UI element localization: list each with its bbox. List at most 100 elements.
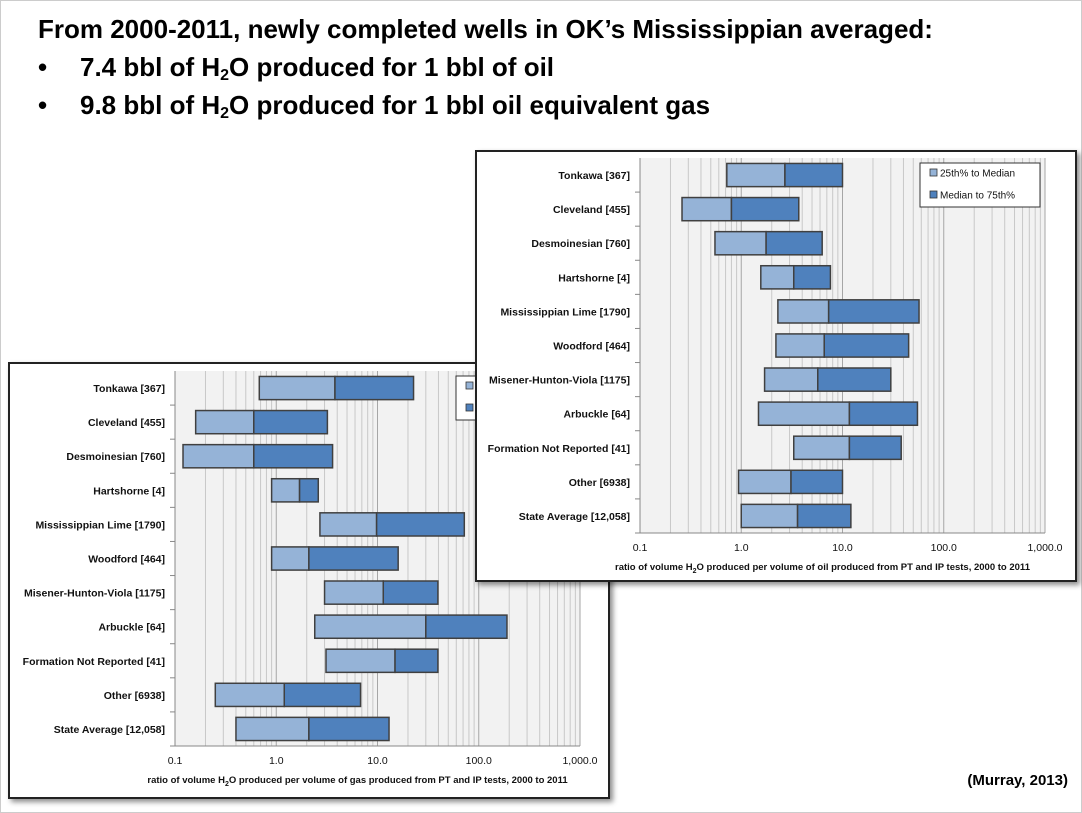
bullet-oil: • 7.4 bbl of H2O produced for 1 bbl of oi… xyxy=(38,48,554,86)
bar-median-to-75th xyxy=(308,716,390,742)
bar-25th-to-median xyxy=(777,299,830,324)
bar-median-to-75th xyxy=(253,443,334,469)
bar-25th-to-median xyxy=(775,333,825,358)
category-label: Woodford [464] xyxy=(553,341,630,353)
x-tick-label: 1.0 xyxy=(269,755,284,767)
bar-25th-to-median xyxy=(740,503,799,529)
bar-median-to-75th xyxy=(827,299,920,324)
bar-25th-to-median xyxy=(792,435,851,461)
bar-25th-to-median xyxy=(270,477,301,503)
bar-median-to-75th xyxy=(334,375,415,401)
category-label: Formation Not Reported [41] xyxy=(488,443,630,455)
bar-median-to-75th xyxy=(298,477,320,503)
x-axis-title-subscript: 2 xyxy=(225,781,229,788)
category-label: Hartshorne [4] xyxy=(93,485,165,497)
oil-chart-svg: Tonkawa [367] Cleveland [455] Desmoinesian… xyxy=(488,158,1063,575)
subscript: 2 xyxy=(220,105,230,122)
x-tick-label: 1,000.0 xyxy=(1027,542,1062,554)
bar-median-to-75th xyxy=(848,435,902,461)
bullet-gas: • 9.8 bbl of H2O produced for 1 bbl oil e… xyxy=(38,86,710,124)
x-tick-label: 1.0 xyxy=(734,542,749,554)
bar-median-to-75th xyxy=(730,196,800,222)
x-tick-label: 100.0 xyxy=(466,755,492,767)
bar-25th-to-median xyxy=(194,409,255,435)
bullet-symbol: • xyxy=(38,52,48,82)
x-axis-title-part: ratio of volume H xyxy=(615,562,693,573)
bar-25th-to-median xyxy=(737,469,792,495)
bar-25th-to-median xyxy=(760,264,795,290)
category-label: Hartshorne [4] xyxy=(558,272,630,284)
category-label: State Average [12,058] xyxy=(519,511,630,523)
bar-25th-to-median xyxy=(325,648,396,674)
category-label: Cleveland [455] xyxy=(553,204,630,216)
bar-median-to-75th xyxy=(375,512,466,537)
bar-25th-to-median xyxy=(182,443,255,469)
gas-ratio-chart: Tonkawa [367] Cleveland [455] Desmoinesian… xyxy=(8,362,610,799)
category-label: Mississippian Lime [1790] xyxy=(500,306,630,318)
bar-25th-to-median xyxy=(681,196,733,222)
bullet-text: 9.8 bbl of H xyxy=(80,90,221,120)
x-tick-label: 1,000.0 xyxy=(562,755,597,767)
bullet-text: 7.4 bbl of H xyxy=(80,52,221,82)
bar-25th-to-median xyxy=(214,682,286,708)
bar-median-to-75th xyxy=(784,162,844,188)
bar-25th-to-median xyxy=(258,375,336,401)
bar-25th-to-median xyxy=(323,580,385,605)
subscript: 2 xyxy=(220,67,230,84)
bar-25th-to-median xyxy=(757,401,851,427)
bar-median-to-75th xyxy=(253,409,329,435)
bar-25th-to-median xyxy=(763,367,819,392)
bar-median-to-75th xyxy=(817,367,892,392)
x-axis-title: ratio of volume H2O produced per volume … xyxy=(147,775,568,788)
bar-median-to-75th xyxy=(848,401,919,427)
oil-ratio-chart: Tonkawa [367] Cleveland [455] Desmoinesian… xyxy=(475,150,1077,582)
category-label: State Average [12,058] xyxy=(54,724,165,736)
bullet-text: O produced for 1 bbl oil equivalent gas xyxy=(229,90,711,120)
legend-label: Median to 75th% xyxy=(940,191,1015,202)
bar-median-to-75th xyxy=(792,264,832,290)
bar-median-to-75th xyxy=(765,230,823,256)
bar-25th-to-median xyxy=(714,230,767,256)
x-axis-title-subscript: 2 xyxy=(693,568,697,575)
bar-median-to-75th xyxy=(823,333,910,358)
category-label: Formation Not Reported [41] xyxy=(23,656,165,668)
x-axis-title-part: O produced per volume of oil produced fr… xyxy=(697,562,1031,573)
x-tick-label: 100.0 xyxy=(931,542,957,554)
bar-25th-to-median xyxy=(235,716,310,742)
bar-median-to-75th xyxy=(308,546,399,571)
slide-title: From 2000-2011, newly completed wells in… xyxy=(38,14,933,44)
bullet-text: O produced for 1 bbl of oil xyxy=(229,52,555,82)
x-tick-label: 0.1 xyxy=(168,755,183,767)
bar-25th-to-median xyxy=(270,546,310,571)
category-label: Woodford [464] xyxy=(88,554,165,566)
category-label: Mississippian Lime [1790] xyxy=(35,519,165,531)
x-axis-title-part: ratio of volume H xyxy=(147,775,225,786)
category-label: Misener-Hunton-Viola [1175] xyxy=(489,375,630,387)
bar-25th-to-median xyxy=(319,512,378,537)
x-tick-label: 10.0 xyxy=(367,755,388,767)
bar-median-to-75th xyxy=(394,648,439,674)
category-label: Arbuckle [64] xyxy=(563,409,630,421)
bar-median-to-75th xyxy=(790,469,844,495)
category-label: Desmoinesian [760] xyxy=(66,451,165,463)
category-label: Misener-Hunton-Viola [1175] xyxy=(24,588,165,600)
category-label: Other [6938] xyxy=(104,690,165,702)
bar-25th-to-median xyxy=(726,162,786,188)
bar-median-to-75th xyxy=(382,580,439,605)
bar-median-to-75th xyxy=(796,503,852,529)
bar-median-to-75th xyxy=(425,614,508,640)
category-label: Cleveland [455] xyxy=(88,417,165,429)
bar-median-to-75th xyxy=(283,682,362,708)
gas-chart-svg: Tonkawa [367] Cleveland [455] Desmoinesian… xyxy=(23,371,598,788)
legend-swatch xyxy=(465,381,474,390)
category-label: Tonkawa [367] xyxy=(558,170,630,182)
category-label: Other [6938] xyxy=(569,477,630,489)
legend-swatch xyxy=(929,168,938,177)
x-axis-title-part: O produced per volume of gas produced fr… xyxy=(229,775,568,786)
category-label: Desmoinesian [760] xyxy=(531,238,630,250)
bullet-symbol: • xyxy=(38,90,48,120)
legend-swatch xyxy=(465,403,474,412)
category-label: Tonkawa [367] xyxy=(93,383,165,395)
citation: (Murray, 2013) xyxy=(967,772,1068,789)
bar-25th-to-median xyxy=(313,614,427,640)
